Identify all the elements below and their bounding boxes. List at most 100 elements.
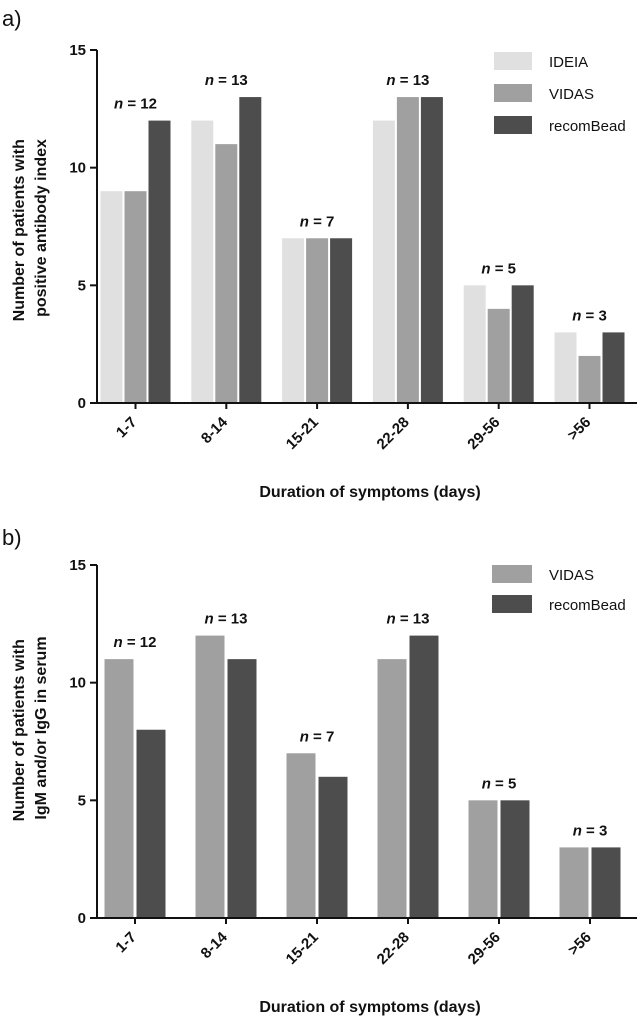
panel-b-xlabel: Duration of symptoms (days) <box>259 999 480 1016</box>
panel-b: b) Number of patients with IgM and/or Ig… <box>2 525 637 1016</box>
panel-a-annotation-n-2: n <box>205 72 214 89</box>
panel-a-annotation-4: n = 13 <box>386 72 429 89</box>
panel-a-annotation-n-6: n <box>572 307 581 324</box>
panel-a-annotation-value-3: = 7 <box>309 213 334 230</box>
panel-a-bar-ideia-1 <box>100 191 123 403</box>
panel-a-bar-vidas-1 <box>124 191 147 403</box>
panel-a-xtick-label-1: 1-7 <box>113 414 140 441</box>
panel-b-annotation-value-5: = 5 <box>491 775 516 792</box>
panel-a-annotation-value-2: = 13 <box>214 72 248 89</box>
panel-a-annotation-n-3: n <box>300 213 309 230</box>
panel-b-bar-vidas-4 <box>377 659 407 918</box>
panel-b-bar-recombead-4 <box>409 635 439 918</box>
panel-b-xtick-label-6: >56 <box>565 929 595 959</box>
panel-b-annotation-value-1: = 12 <box>123 634 157 651</box>
panel-a-bar-ideia-3 <box>282 238 305 403</box>
panel-b-legend-swatch-vidas <box>492 565 532 583</box>
panel-a-annotation-value-6: = 3 <box>581 307 606 324</box>
panel-b-legend-label-recombead: recomBead <box>549 597 626 614</box>
panel-a-bar-vidas-5 <box>487 308 510 403</box>
panel-a-ylabel: Number of patients with positive antibod… <box>11 135 50 322</box>
panel-a-bar-ideia-4 <box>372 120 395 403</box>
panel-a-bar-recombead-1 <box>148 120 171 403</box>
panel-b-annotation-n-3: n <box>300 728 309 745</box>
panel-a-annotation-5: n = 5 <box>481 260 516 277</box>
panel-a-bar-recombead-2 <box>239 97 262 404</box>
panel-a-bar-vidas-3 <box>306 238 329 403</box>
panel-b-xtick-label-5: 29-56 <box>465 929 504 968</box>
panel-b-annotation-5: n = 5 <box>482 775 517 792</box>
panel-b-annotation-6: n = 3 <box>573 822 608 839</box>
panel-b-xtick-label-4: 22-28 <box>374 929 413 968</box>
panel-b-ytick-label-10: 10 <box>69 675 86 692</box>
panel-a-annotation-2: n = 13 <box>205 72 248 89</box>
panel-b-annotation-2: n = 13 <box>205 611 248 628</box>
panel-a-annotation-6: n = 3 <box>572 307 607 324</box>
panel-b-annotation-value-3: = 7 <box>309 728 334 745</box>
panel-b-bar-recombead-3 <box>318 776 348 918</box>
panel-a-letter: a) <box>2 6 22 31</box>
panel-b-ytick-label-15: 15 <box>69 557 86 574</box>
panel-a-ylabel-line2: positive antibody index <box>33 139 50 317</box>
panel-b-bar-vidas-3 <box>286 753 316 918</box>
panel-a-legend-label-recombead: recomBead <box>549 118 626 135</box>
panel-a-annotation-value-5: = 5 <box>491 260 516 277</box>
panel-b-annotation-n-2: n <box>205 611 214 628</box>
panel-a-bar-recombead-3 <box>330 238 353 403</box>
panel-a-bar-vidas-6 <box>578 355 601 403</box>
panel-b-ylabel-line1: Number of patients with <box>11 639 28 821</box>
panel-b-annotation-value-2: = 13 <box>214 611 248 628</box>
panel-b-legend-label-vidas: VIDAS <box>549 567 594 584</box>
panel-a-legend-swatch-ideia <box>494 52 532 70</box>
panel-a-ytick-label-10: 10 <box>69 160 86 177</box>
panel-b-annotation-n-1: n <box>114 634 123 651</box>
panel-b-bar-vidas-2 <box>195 635 225 918</box>
panel-a-legend-label-ideia: IDEIA <box>549 54 588 71</box>
panel-a-bar-ideia-6 <box>554 332 577 403</box>
panel-b-xtick-label-3: 15-21 <box>283 929 322 968</box>
panel-a-bar-ideia-5 <box>463 285 486 403</box>
panel-b-annotation-value-4: = 13 <box>396 611 430 628</box>
panel-b-ylabel: Number of patients with IgM and/or IgG i… <box>11 635 50 822</box>
panel-a-bar-ideia-2 <box>191 120 214 403</box>
panel-b-bar-recombead-2 <box>227 659 257 918</box>
panel-b-annotation-4: n = 13 <box>387 611 430 628</box>
panel-b-ytick-label-0: 0 <box>78 910 86 927</box>
panel-a-legend-swatch-recombead <box>494 116 532 134</box>
panel-b-bar-recombead-1 <box>136 729 166 918</box>
panel-a-ytick-label-0: 0 <box>78 395 86 412</box>
panel-b-bar-vidas-1 <box>104 659 134 918</box>
panel-b-ylabel-line2: IgM and/or IgG in serum <box>33 636 50 819</box>
panel-a-xtick-label-6: >56 <box>564 414 594 444</box>
panel-a-xtick-label-3: 15-21 <box>283 414 322 453</box>
panel-a-bar-vidas-2 <box>215 144 238 403</box>
panel-b-annotation-value-6: = 3 <box>582 822 607 839</box>
panel-b-annotation-1: n = 12 <box>114 634 157 651</box>
panel-b-bar-recombead-6 <box>591 847 621 918</box>
panel-a-annotation-1: n = 12 <box>114 96 157 113</box>
panel-a: a) Number of patients with positive anti… <box>2 6 637 501</box>
panel-a-bar-recombead-4 <box>420 97 443 404</box>
panel-b-letter: b) <box>2 525 22 550</box>
panel-b-annotation-n-4: n <box>387 611 396 628</box>
panel-a-annotation-value-1: = 12 <box>123 96 157 113</box>
panel-a-xlabel: Duration of symptoms (days) <box>259 484 480 501</box>
panel-b-bar-recombead-5 <box>500 800 530 918</box>
panel-b-annotation-3: n = 7 <box>300 728 335 745</box>
panel-b-annotation-n-5: n <box>482 775 491 792</box>
panel-a-annotation-n-5: n <box>481 260 490 277</box>
panel-a-bar-vidas-4 <box>396 97 419 404</box>
panel-a-bar-recombead-5 <box>511 285 534 403</box>
panel-a-bar-recombead-6 <box>602 332 625 403</box>
panel-a-xtick-label-4: 22-28 <box>374 414 413 453</box>
panel-b-legend-swatch-recombead <box>492 595 532 613</box>
panel-a-annotation-value-4: = 13 <box>396 72 430 89</box>
panel-a-annotation-n-1: n <box>114 96 123 113</box>
panel-a-ytick-label-5: 5 <box>78 277 86 294</box>
panel-a-ylabel-line1: Number of patients with <box>11 139 28 321</box>
panel-a-annotation-3: n = 7 <box>300 213 335 230</box>
panel-b-xtick-label-1: 1-7 <box>112 929 139 956</box>
panel-a-xtick-label-5: 29-56 <box>464 414 503 453</box>
panel-b-annotation-n-6: n <box>573 822 582 839</box>
